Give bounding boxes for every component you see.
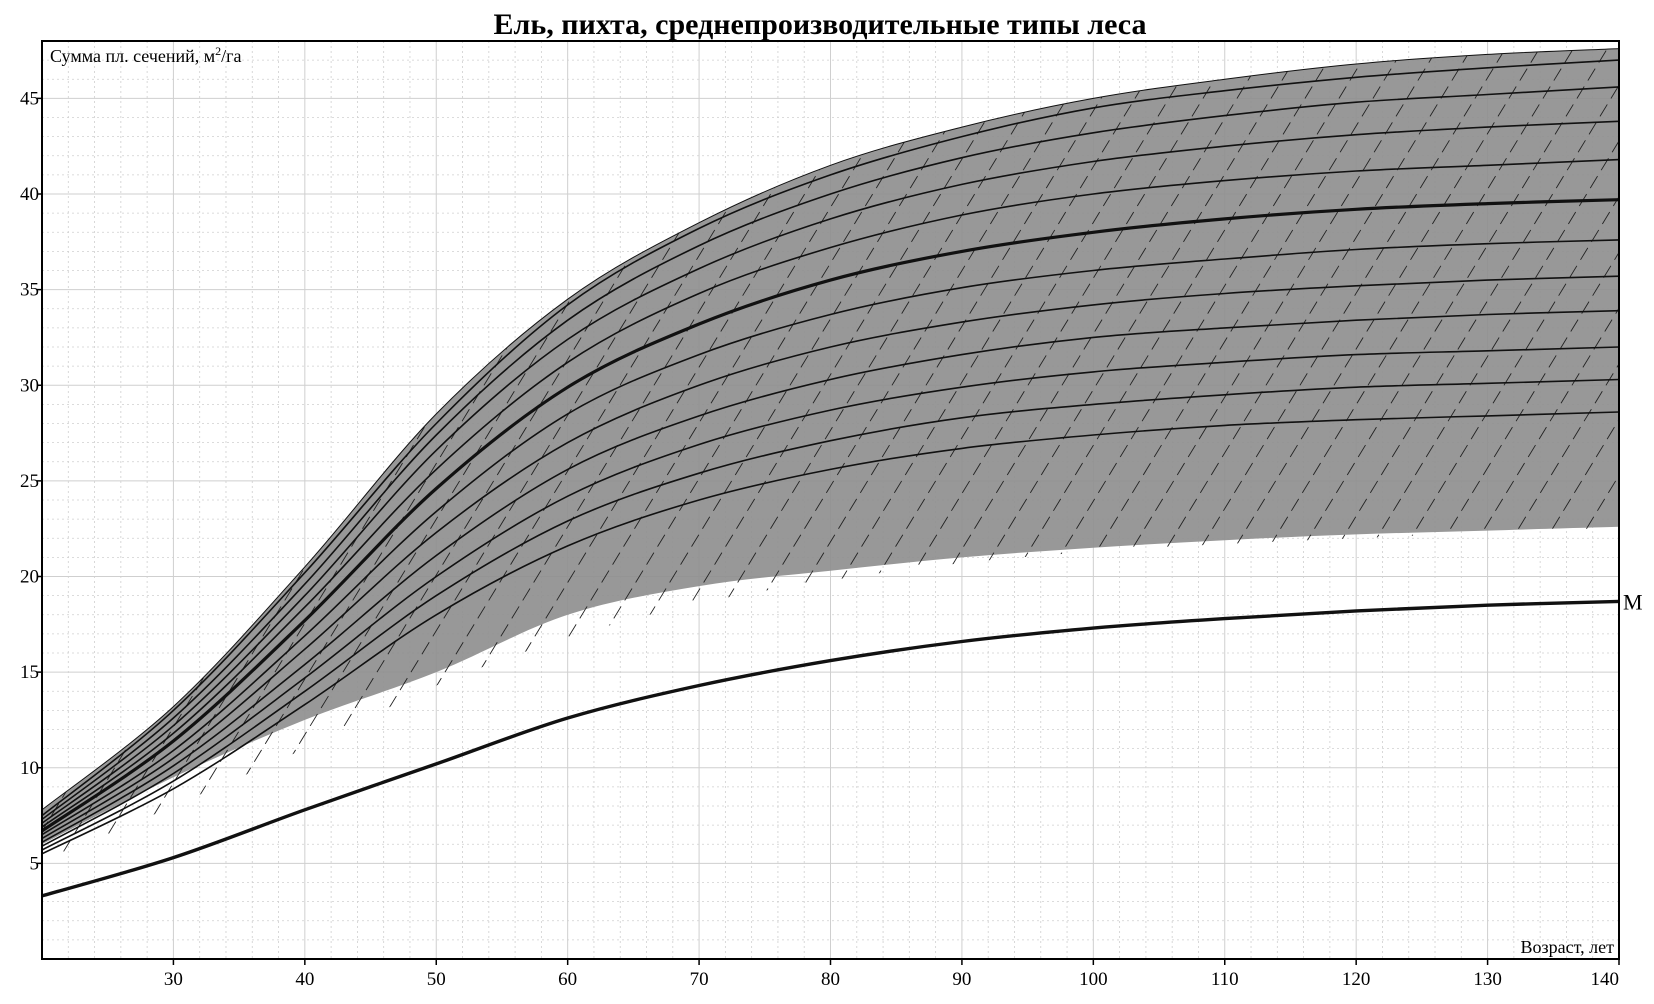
x-tick-label: 120 [1342,969,1371,990]
series-line [42,239,1619,836]
y-tick-label: 35 [20,280,39,301]
y-tick-label: 45 [20,88,39,109]
m-curve-line [41,599,1620,898]
hatch-line [0,0,18,959]
hatch-line [1017,48,1619,845]
band-upper-edge [42,48,1619,811]
hatch-line [881,48,1583,845]
series-line [42,411,1619,855]
hatch-line [1630,0,1654,959]
y-tick-label: 10 [20,758,39,779]
series-line [42,120,1619,824]
y-tick-label: 15 [20,662,39,683]
hatch-line [235,48,937,845]
hatch-line [303,48,1005,845]
series-lines [42,48,1619,855]
series-line [42,378,1619,851]
x-axis-ticks: 30 40 50 60 70 80 90 100 110 120 130 140 [164,959,1620,990]
x-tick-label: 60 [558,969,577,990]
series-line [42,158,1619,828]
y-axis-label-sup: 2 [215,44,221,58]
x-tick-label: 40 [295,969,314,990]
chart-title: Ель, пихта, среднепроизводительные типы … [494,8,1147,41]
hatch-line [541,48,1243,845]
hatch-line [813,48,1515,845]
x-tick-label: 70 [690,969,709,990]
hatch-line [711,48,1413,845]
hatch-line [337,48,1039,845]
hatch-line [847,48,1549,845]
hatch-line [473,48,1175,845]
x-tick-label: 130 [1473,969,1502,990]
series-line [42,275,1619,840]
x-axis-label: Возраст, лет [1521,937,1615,957]
y-tick-label: 5 [30,853,40,874]
hatch-line [405,48,1107,845]
x-tick-label: 140 [1591,969,1620,990]
series-line [42,309,1619,843]
x-tick-label: 80 [821,969,840,990]
y-axis-ticks: 5 10 15 20 25 30 35 40 45 [20,88,42,874]
y-tick-label: 40 [20,184,39,205]
hatch-line [507,48,1209,845]
hatch-line [371,48,1073,845]
hatch-line [949,48,1619,845]
hatch-line [643,48,1345,845]
series-line [42,198,1619,833]
hatch-line [609,48,1311,845]
hatch-line [745,48,1447,845]
y-tick-label: 20 [20,567,39,588]
x-tick-label: 100 [1079,969,1108,990]
hatch-line [439,48,1141,845]
hatch-line [0,0,18,959]
x-tick-label: 50 [427,969,446,990]
hatch-line [1153,48,1619,845]
hatch-line [1255,48,1619,845]
hatch-line [269,48,971,845]
hatch-line [1119,48,1619,845]
density-band [42,48,1619,845]
y-axis-label-tail: /га [221,46,241,66]
m-curve-label: М [1623,589,1643,614]
y-tick-label: 30 [20,375,39,396]
hatch-line [1187,48,1619,845]
y-axis-label-main: Сумма пл. сечений, м [50,46,215,66]
hatch-line [133,48,835,845]
series-line [42,86,1619,821]
x-tick-label: 90 [952,969,971,990]
hatch-line [167,48,869,845]
series-line [42,346,1619,847]
hatch-line [983,48,1619,845]
hatch-line [915,48,1617,845]
hatch-line [677,48,1379,845]
series-line [42,59,1619,817]
hatch-line [779,48,1481,845]
y-tick-label: 25 [20,471,39,492]
hatch-line [1221,48,1619,845]
hatch-line [201,48,903,845]
hatch-line [575,48,1277,845]
y-axis-label: Сумма пл. сечений, м2/га [50,44,242,66]
x-tick-label: 30 [164,969,183,990]
x-tick-label: 110 [1211,969,1239,990]
hatch-line [1630,0,1654,959]
